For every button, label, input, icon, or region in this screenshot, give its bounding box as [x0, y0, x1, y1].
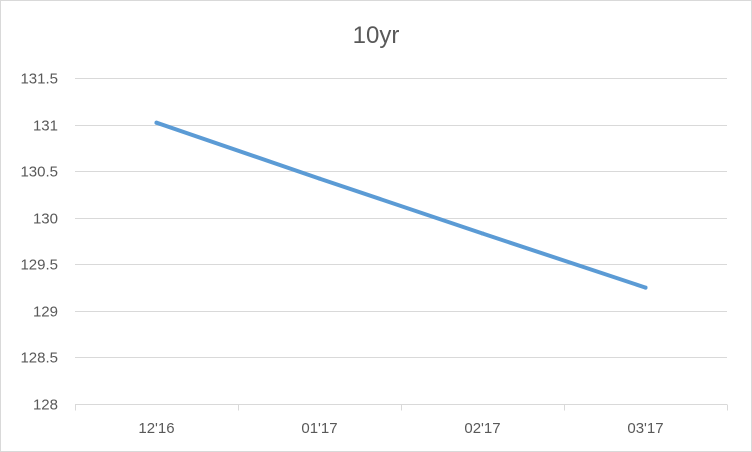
data-point — [317, 176, 322, 181]
x-axis — [75, 404, 728, 411]
series-layer — [154, 120, 648, 290]
y-tick-label: 130 — [33, 211, 58, 228]
x-tick-label: 03'17 — [627, 420, 663, 437]
data-point — [643, 285, 648, 290]
y-tick-label: 129.5 — [20, 257, 58, 274]
x-tick-label: 01'17 — [301, 420, 337, 437]
data-point — [154, 120, 159, 125]
y-tick-label: 130.5 — [20, 164, 58, 181]
y-tick-label: 128 — [33, 397, 58, 414]
y-tick-label: 128.5 — [20, 350, 58, 367]
y-tick-label: 131 — [33, 118, 58, 135]
y-tick-label: 131.5 — [20, 71, 58, 88]
x-tick-label: 12'16 — [138, 420, 174, 437]
y-gridlines — [75, 78, 727, 358]
data-point — [480, 231, 485, 236]
x-tick-label: 02'17 — [464, 420, 500, 437]
series-line — [154, 120, 648, 290]
chart-title: 10yr — [352, 22, 400, 49]
x-axis-labels: 12'16 01'17 02'17 03'17 — [138, 420, 663, 437]
y-axis-labels: 128 128.5 129 129.5 130 130.5 131 131.5 — [20, 71, 58, 414]
y-tick-label: 129 — [33, 304, 58, 321]
